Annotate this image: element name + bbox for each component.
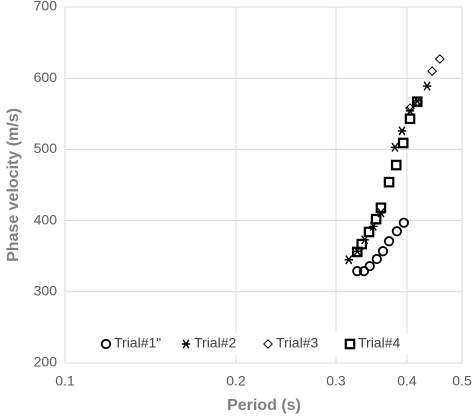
marker bbox=[363, 226, 375, 238]
legend-marker bbox=[181, 339, 191, 349]
y-tick-label: 600 bbox=[34, 69, 58, 85]
legend-box bbox=[95, 333, 418, 355]
marker bbox=[404, 113, 416, 125]
x-tick-label: 0.3 bbox=[326, 373, 346, 389]
marker bbox=[411, 96, 423, 107]
x-tick-label: 0.5 bbox=[452, 373, 472, 389]
y-tick-label: 500 bbox=[34, 140, 58, 156]
legend-label: Trial#1" bbox=[114, 335, 161, 351]
marker bbox=[375, 202, 387, 214]
legend-marker bbox=[100, 338, 112, 350]
marker bbox=[383, 236, 395, 247]
marker bbox=[434, 54, 445, 64]
marker bbox=[358, 266, 370, 277]
legend-marker bbox=[344, 338, 356, 350]
marker bbox=[344, 255, 354, 265]
x-tick-label: 0.2 bbox=[226, 373, 246, 389]
marker bbox=[397, 126, 407, 136]
legend-marker bbox=[263, 339, 273, 349]
x-tick-label: 0.1 bbox=[55, 373, 75, 389]
y-tick-label: 400 bbox=[34, 211, 58, 227]
marker bbox=[390, 159, 402, 171]
y-axis-title: Phase velocity (m/s) bbox=[5, 108, 22, 262]
x-axis-title: Period (s) bbox=[227, 397, 301, 414]
y-tick-label: 700 bbox=[34, 0, 58, 14]
marker bbox=[370, 213, 382, 225]
marker bbox=[422, 81, 432, 91]
marker bbox=[390, 142, 400, 152]
marker bbox=[356, 238, 368, 250]
marker bbox=[383, 176, 395, 188]
marker bbox=[364, 261, 375, 272]
marker bbox=[398, 217, 409, 228]
legend-label: Trial#3 bbox=[276, 335, 318, 351]
marker bbox=[371, 253, 382, 265]
marker bbox=[391, 226, 402, 237]
marker bbox=[397, 137, 409, 149]
legend-label: Trial#4 bbox=[358, 335, 400, 351]
marker bbox=[377, 246, 389, 257]
x-tick-label: 0.4 bbox=[397, 373, 417, 389]
y-tick-label: 200 bbox=[34, 354, 58, 370]
marker bbox=[427, 66, 438, 76]
legend-label: Trial#2 bbox=[194, 335, 236, 351]
marker bbox=[352, 266, 363, 277]
y-tick-label: 300 bbox=[34, 283, 58, 299]
